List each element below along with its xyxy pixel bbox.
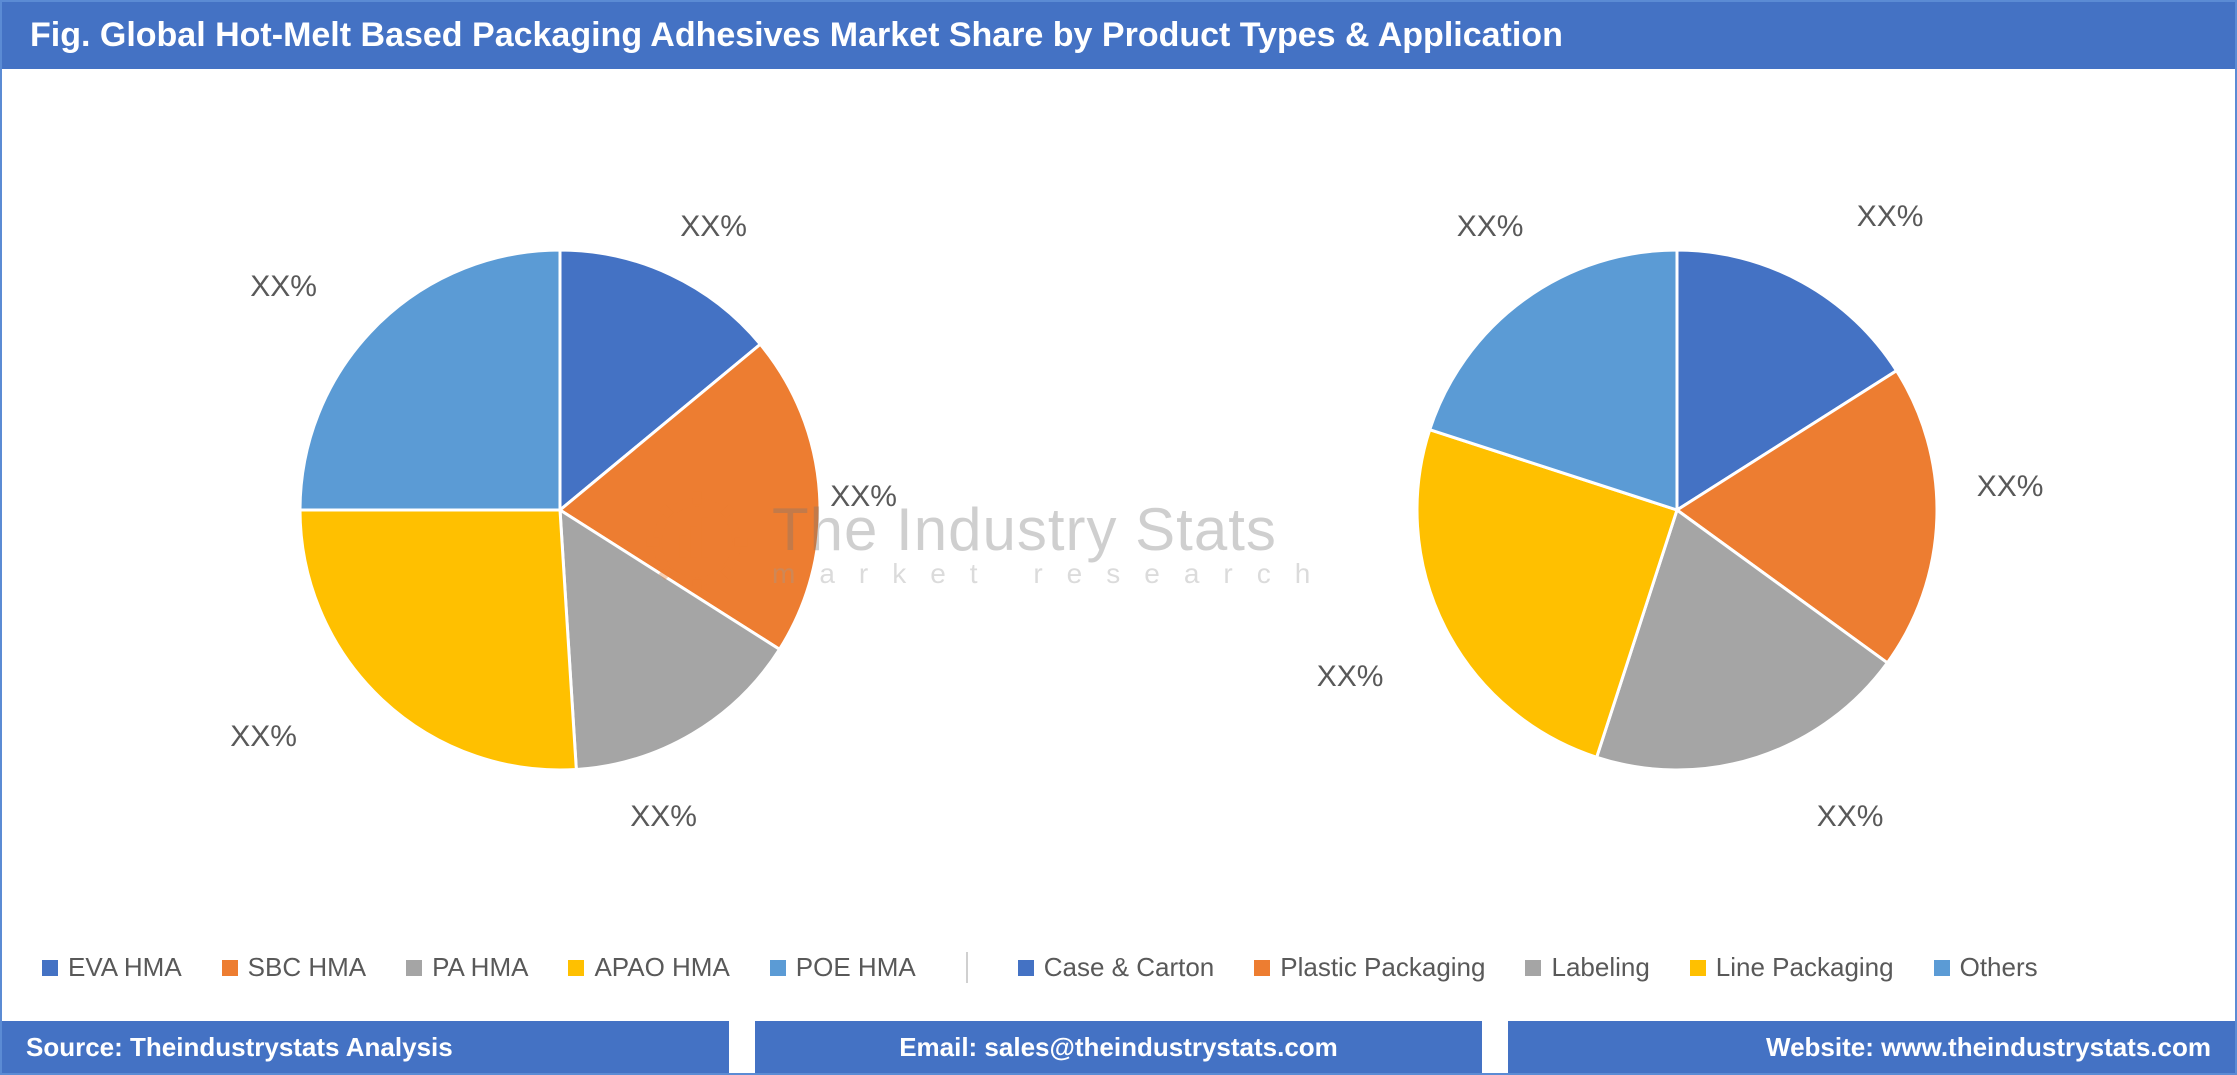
legend-label: SBC HMA [248, 952, 366, 983]
pie-left-svg [210, 160, 910, 860]
pie-product-types: XX% XX% XX% XX% XX% [210, 160, 910, 860]
legend-swatch [406, 960, 422, 976]
legend-swatch [1018, 960, 1034, 976]
legend-item: Labeling [1525, 952, 1649, 983]
footer-source: Source: Theindustrystats Analysis [2, 1021, 729, 1073]
legend-product-types: EVA HMA SBC HMA PA HMA APAO HMA POE HMA [42, 952, 916, 983]
legend-row: EVA HMA SBC HMA PA HMA APAO HMA POE HMA Case… [2, 942, 2235, 1013]
legend-label: Plastic Packaging [1280, 952, 1485, 983]
legend-item: Line Packaging [1690, 952, 1894, 983]
legend-label: Labeling [1551, 952, 1649, 983]
slice-label: XX% [1317, 660, 1384, 694]
legend-swatch [1525, 960, 1541, 976]
figure-frame: Fig. Global Hot-Melt Based Packaging Adh… [0, 0, 2237, 1075]
legend-item: Case & Carton [1018, 952, 1215, 983]
legend-swatch [42, 960, 58, 976]
legend-label: EVA HMA [68, 952, 182, 983]
legend-label: Case & Carton [1044, 952, 1215, 983]
footer-website: Website: www.theindustrystats.com [1508, 1021, 2235, 1073]
legend-swatch [770, 960, 786, 976]
legend-label: APAO HMA [594, 952, 729, 983]
legend-item: EVA HMA [42, 952, 182, 983]
legend-label: Others [1960, 952, 2038, 983]
legend-item: SBC HMA [222, 952, 366, 983]
footer-website-text: Website: www.theindustrystats.com [1766, 1032, 2211, 1063]
pie-slice [300, 510, 576, 770]
footer-email-text: Email: sales@theindustrystats.com [899, 1032, 1338, 1063]
pie-right-svg [1327, 160, 2027, 860]
chart-area: XX% XX% XX% XX% XX% [2, 77, 2235, 1013]
legend-swatch [1690, 960, 1706, 976]
pie-application: XX%XX%XX%XX%XX% [1327, 160, 2027, 860]
slice-label: XX% [1977, 470, 2044, 504]
pie-charts-row: XX% XX% XX% XX% XX% [2, 77, 2235, 942]
legend-label: Line Packaging [1716, 952, 1894, 983]
legend-item: Plastic Packaging [1254, 952, 1485, 983]
legend-item: APAO HMA [568, 952, 729, 983]
legend-label: POE HMA [796, 952, 916, 983]
legend-item: POE HMA [770, 952, 916, 983]
slice-label: XX% [630, 800, 697, 834]
legend-swatch [222, 960, 238, 976]
footer-gap-1 [729, 1021, 755, 1073]
pie-slice [300, 250, 560, 510]
slice-label: XX% [1457, 210, 1524, 244]
legend-swatch [568, 960, 584, 976]
legend-label: PA HMA [432, 952, 528, 983]
figure-title-bar: Fig. Global Hot-Melt Based Packaging Adh… [2, 2, 2235, 69]
slice-label: XX% [230, 720, 297, 754]
slice-label: XX% [680, 210, 747, 244]
figure-footer: Source: Theindustrystats Analysis Email:… [2, 1021, 2235, 1073]
footer-source-text: Source: Theindustrystats Analysis [26, 1032, 453, 1063]
footer-email: Email: sales@theindustrystats.com [755, 1021, 1482, 1073]
legend-swatch [1254, 960, 1270, 976]
legend-divider [966, 952, 968, 983]
legend-swatch [1934, 960, 1950, 976]
legend-application: Case & Carton Plastic Packaging Labeling Li… [1018, 952, 2038, 983]
footer-gap-2 [1482, 1021, 1508, 1073]
legend-item: PA HMA [406, 952, 528, 983]
slice-label: XX% [1817, 800, 1884, 834]
legend-item: Others [1934, 952, 2038, 983]
slice-label: XX% [250, 270, 317, 304]
slice-label: XX% [830, 480, 897, 514]
slice-label: XX% [1857, 200, 1924, 234]
figure-title: Fig. Global Hot-Melt Based Packaging Adh… [30, 16, 1563, 54]
